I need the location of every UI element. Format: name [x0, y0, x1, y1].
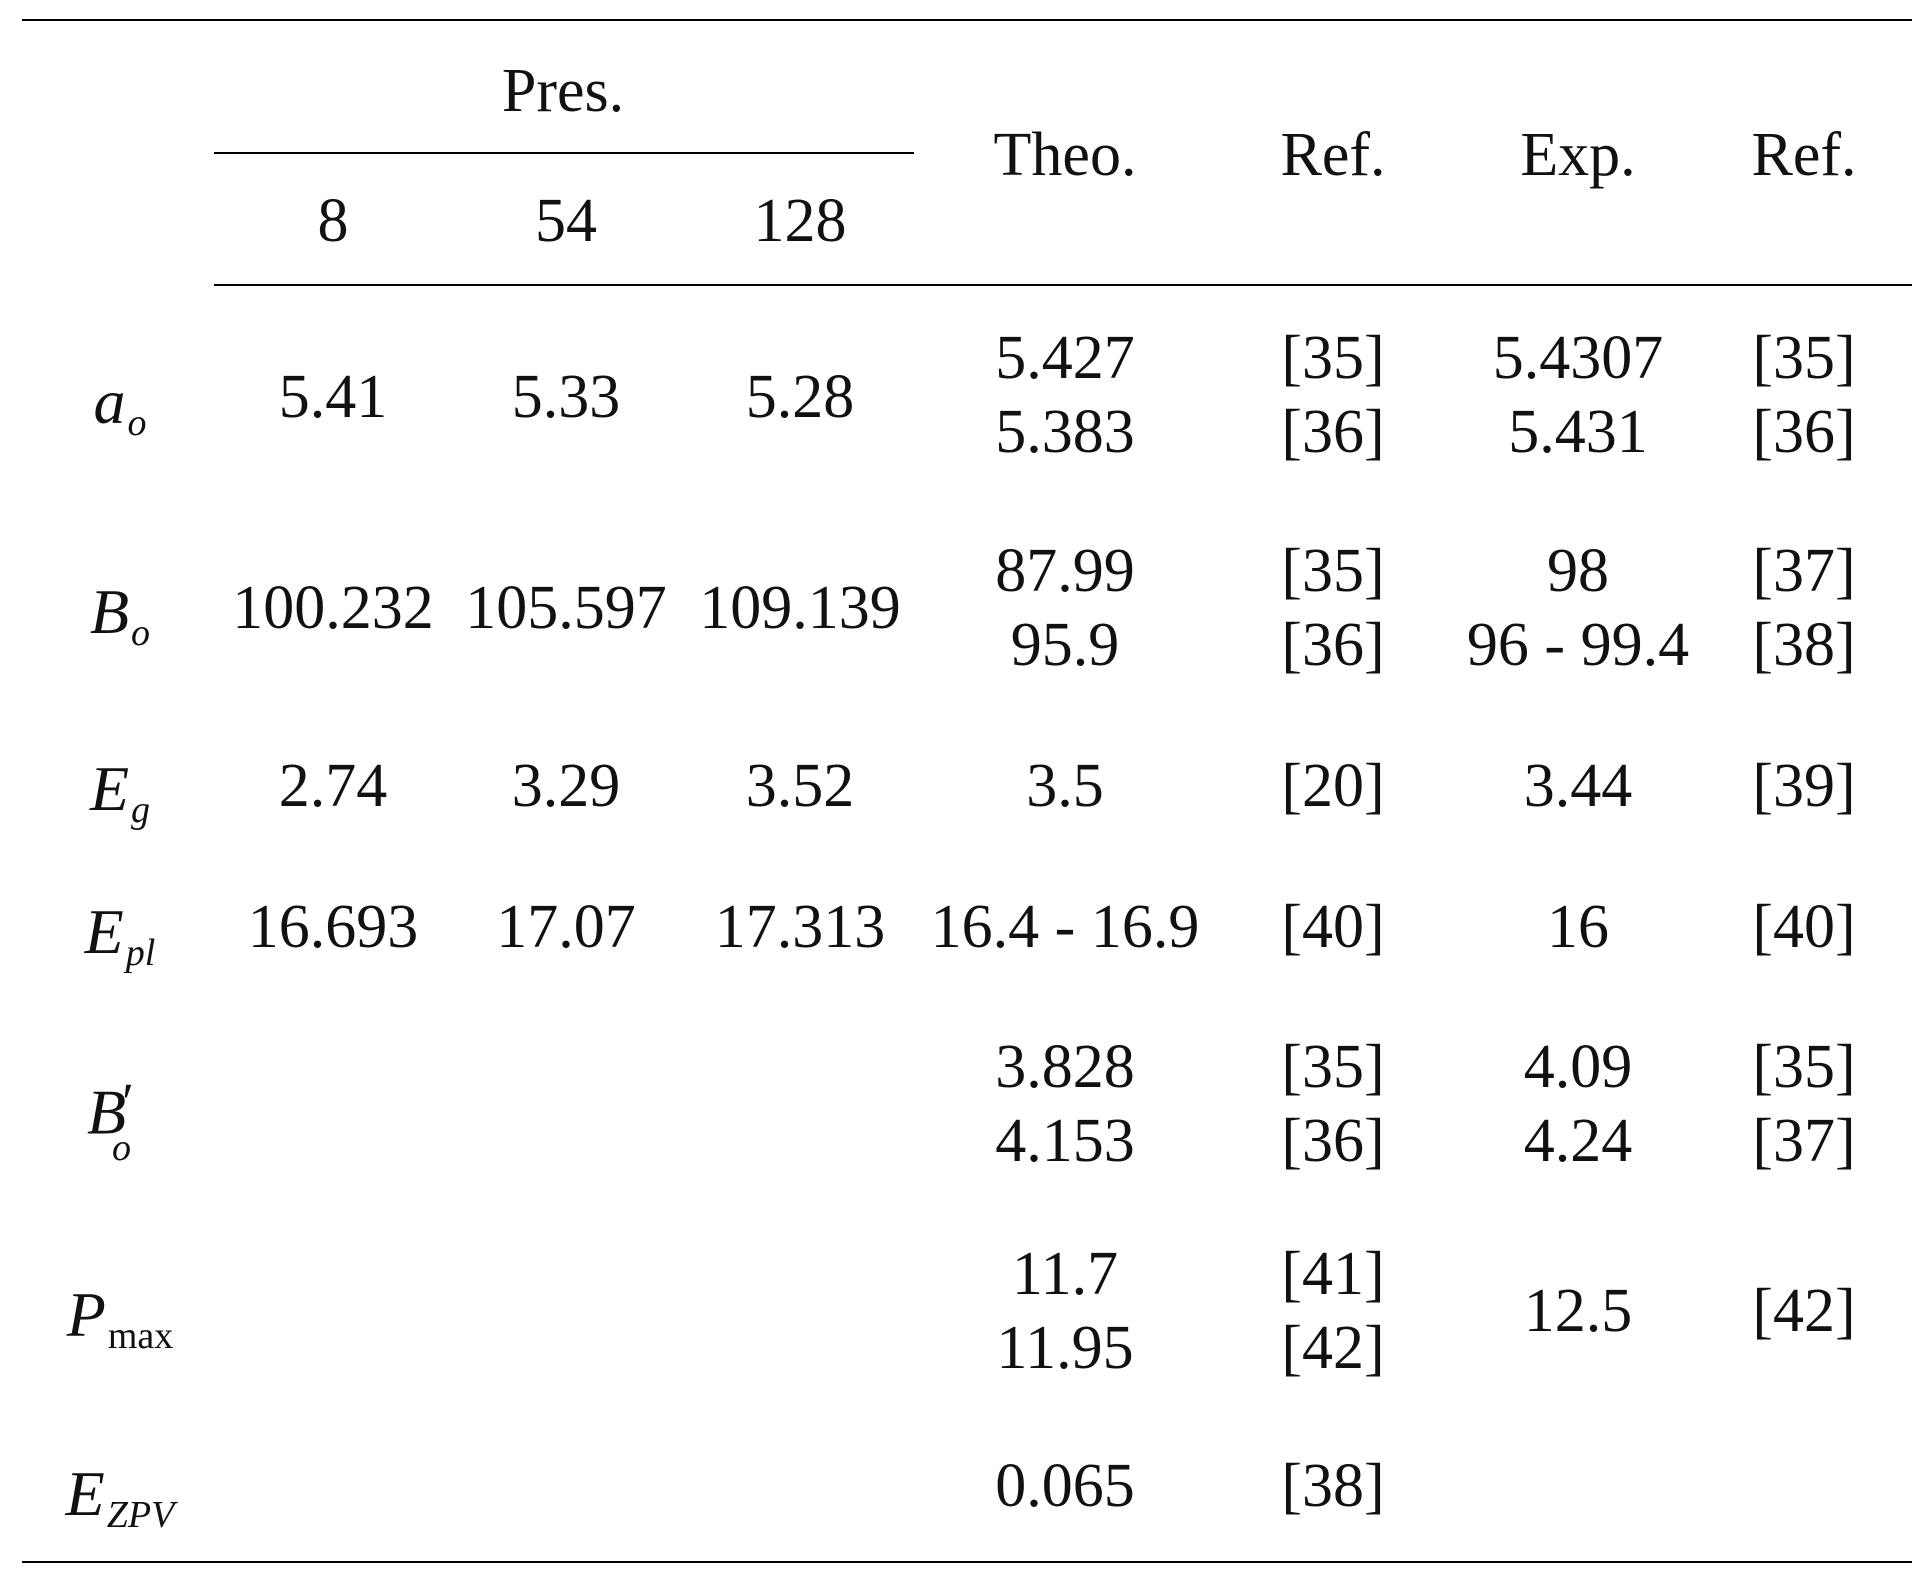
cell-theo-ref: [41]: [1281, 1240, 1385, 1308]
cell-exp-ref: [42]: [1752, 1277, 1856, 1345]
cell-exp-ref: [37]: [1752, 537, 1856, 605]
cell-pres-128: 5.28: [745, 363, 855, 431]
header-size-8: 8: [317, 187, 349, 255]
header-ref-exp: Ref.: [1751, 121, 1857, 189]
cell-theo-ref: [35]: [1281, 1033, 1385, 1101]
cell-pres-54: 3.29: [511, 752, 621, 820]
cell-exp-ref: [39]: [1752, 752, 1856, 820]
row-symbol-plasmon-energy: Epl: [84, 896, 156, 975]
cell-pres-54: 5.33: [511, 363, 621, 431]
cell-pres-128: 17.313: [714, 893, 886, 961]
bottom-rule: [22, 1561, 1912, 1563]
cell-theo: 5.427: [995, 324, 1135, 392]
cell-pres-8: 2.74: [278, 752, 388, 820]
cell-theo: 87.99: [995, 537, 1135, 605]
cell-pres-8: 16.693: [247, 893, 419, 961]
cell-exp-ref: [38]: [1752, 611, 1856, 679]
header-exp: Exp.: [1520, 121, 1636, 189]
row-symbol-band-gap: Eg: [89, 753, 151, 832]
cell-pres-54: 17.07: [496, 893, 636, 961]
cell-theo: 16.4 - 16.9: [930, 893, 1200, 961]
cell-theo-ref: [36]: [1281, 1107, 1385, 1175]
cell-theo-ref: [38]: [1281, 1452, 1385, 1520]
cell-theo: 4.153: [995, 1107, 1135, 1175]
cell-theo-ref: [35]: [1281, 537, 1385, 605]
cell-theo-ref: [36]: [1281, 398, 1385, 466]
cell-exp: 12.5: [1523, 1277, 1633, 1345]
cell-exp: 98: [1547, 537, 1609, 605]
header-pres-group: Pres.: [501, 57, 625, 125]
cell-exp: 96 - 99.4: [1466, 611, 1690, 679]
row-symbol-bulk-modulus: Bo: [89, 576, 151, 655]
cell-theo: 95.9: [1010, 611, 1120, 679]
cell-theo: 3.5: [1026, 752, 1104, 820]
cell-pres-54: 105.597: [465, 574, 667, 642]
cell-exp: 4.24: [1523, 1107, 1633, 1175]
row-symbol-max-pressure: Pmax: [66, 1279, 174, 1358]
cell-theo-ref: [35]: [1281, 324, 1385, 392]
header-bottom-rule: [214, 284, 1912, 286]
header-size-54: 54: [535, 187, 597, 255]
cell-exp-ref: [36]: [1752, 398, 1856, 466]
cell-exp: 5.431: [1508, 398, 1648, 466]
row-symbol-zero-point-vibration: EZPV: [65, 1458, 175, 1537]
header-theo: Theo.: [993, 121, 1137, 189]
cell-exp-ref: [35]: [1752, 324, 1856, 392]
cell-exp: 4.09: [1523, 1033, 1633, 1101]
cell-exp-ref: [40]: [1752, 893, 1856, 961]
cell-pres-128: 109.139: [699, 574, 901, 642]
top-rule: [22, 19, 1912, 21]
cell-pres-128: 3.52: [745, 752, 855, 820]
cell-theo: 11.95: [996, 1314, 1134, 1382]
cell-exp: 16: [1547, 893, 1609, 961]
cell-exp-ref: [35]: [1752, 1033, 1856, 1101]
cell-theo-ref: [42]: [1281, 1314, 1385, 1382]
cell-theo-ref: [20]: [1281, 752, 1385, 820]
cell-theo: 11.7: [1011, 1240, 1119, 1308]
pres-group-rule: [214, 152, 914, 154]
cell-exp: 3.44: [1523, 752, 1633, 820]
cell-exp-ref: [37]: [1752, 1107, 1856, 1175]
cell-theo-ref: [40]: [1281, 893, 1385, 961]
row-symbol-lattice-constant: ao: [93, 366, 147, 445]
cell-theo: 0.065: [995, 1452, 1135, 1520]
header-size-128: 128: [753, 187, 847, 255]
row-symbol-bulk-modulus-derivative: B′o: [87, 1072, 134, 1169]
cell-theo-ref: [36]: [1281, 611, 1385, 679]
cell-theo: 5.383: [995, 398, 1135, 466]
cell-theo: 3.828: [995, 1033, 1135, 1101]
cell-exp: 5.4307: [1492, 324, 1664, 392]
cell-pres-8: 100.232: [232, 574, 434, 642]
cell-pres-8: 5.41: [278, 363, 388, 431]
header-ref-theo: Ref.: [1280, 121, 1386, 189]
